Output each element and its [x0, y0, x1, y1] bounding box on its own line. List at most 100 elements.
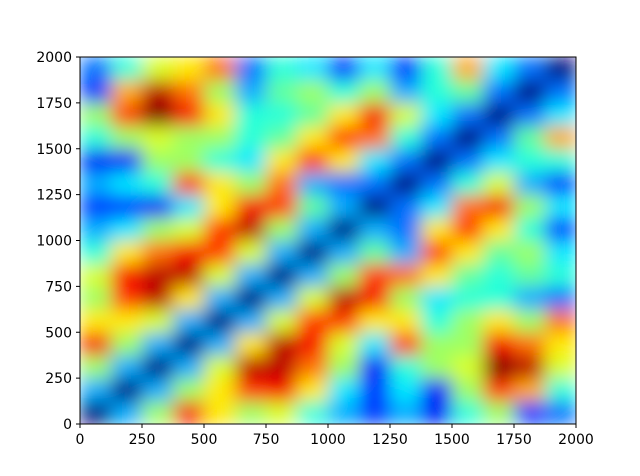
heat-cell [173, 148, 205, 173]
heat-cell [483, 57, 515, 81]
heat-cell [111, 378, 143, 402]
x-tick-label: 1250 [372, 432, 408, 448]
heat-cell [514, 401, 546, 424]
heat-cell [514, 171, 546, 196]
y-tick-label: 250 [45, 371, 72, 387]
heat-cell [235, 309, 267, 333]
heat-cell [235, 148, 267, 173]
heat-cell [359, 217, 391, 241]
heat-cell [514, 194, 546, 219]
heat-cell [328, 240, 360, 264]
heat-cell [452, 125, 484, 150]
heat-cell [266, 401, 298, 424]
heat-cell [297, 355, 329, 379]
heat-cell [173, 171, 205, 196]
heat-cell [173, 309, 205, 333]
heat-cell [328, 401, 360, 424]
heat-cell [204, 194, 236, 219]
heat-cell [80, 171, 112, 196]
heat-cell [359, 286, 391, 310]
heat-cell [390, 355, 422, 379]
heat-cell [266, 148, 298, 173]
heat-cell [204, 125, 236, 150]
heat-cell [111, 102, 143, 127]
heat-cell [173, 125, 205, 150]
heat-cell [421, 240, 453, 264]
heat-cell [266, 102, 298, 127]
x-tick-label: 1750 [496, 432, 532, 448]
heat-cell [111, 194, 143, 219]
heat-cell [204, 263, 236, 287]
heat-cell [390, 125, 422, 150]
heat-cell [452, 148, 484, 173]
heat-cell [204, 355, 236, 379]
heat-cell [266, 332, 298, 356]
heat-cell [421, 332, 453, 356]
heat-cell [142, 286, 174, 310]
x-tick-label: 1000 [310, 432, 346, 448]
heat-cell [173, 263, 205, 287]
heat-cell [452, 332, 484, 356]
heat-cell [235, 401, 267, 424]
heat-cell [545, 332, 576, 356]
heat-cell [545, 217, 576, 241]
heat-cell [297, 171, 329, 196]
y-tick-label: 750 [45, 279, 72, 295]
heat-cell [359, 332, 391, 356]
heat-cell [483, 309, 515, 333]
heat-cell [235, 217, 267, 241]
heat-cell [483, 401, 515, 424]
heat-cell [173, 217, 205, 241]
heat-cell [235, 263, 267, 287]
heat-cell [390, 194, 422, 219]
heat-cell [421, 125, 453, 150]
heat-cell [359, 148, 391, 173]
heat-cell [545, 286, 576, 310]
heat-cell [142, 355, 174, 379]
heat-cell [297, 332, 329, 356]
heat-cell [421, 309, 453, 333]
heat-cell [359, 378, 391, 402]
heat-cell [328, 57, 360, 81]
heat-cell [452, 217, 484, 241]
heat-cell [142, 148, 174, 173]
heat-cell [111, 171, 143, 196]
heat-cell [111, 309, 143, 333]
heat-cell [359, 240, 391, 264]
heat-cell [483, 102, 515, 127]
heat-cell [421, 102, 453, 127]
heat-cell [204, 148, 236, 173]
heat-cell [142, 263, 174, 287]
heat-cell [266, 125, 298, 150]
heat-cell [421, 401, 453, 424]
heat-cell [483, 240, 515, 264]
heat-cell [142, 217, 174, 241]
heat-cell [111, 355, 143, 379]
heat-cell [328, 286, 360, 310]
heat-cell [80, 401, 112, 424]
heat-cell [80, 125, 112, 150]
heat-cell [297, 102, 329, 127]
heat-cell [80, 194, 112, 219]
heat-cell [483, 148, 515, 173]
heat-cell [111, 125, 143, 150]
heat-cell [204, 217, 236, 241]
heat-cell [328, 79, 360, 104]
heat-cell [514, 309, 546, 333]
heat-cell [204, 286, 236, 310]
heat-cell [359, 57, 391, 81]
heat-cell [266, 286, 298, 310]
heat-cell [483, 125, 515, 150]
heat-cell [204, 171, 236, 196]
heat-cell [390, 401, 422, 424]
heat-cell [421, 171, 453, 196]
heat-cell [452, 309, 484, 333]
heat-cell [173, 332, 205, 356]
heat-cell [173, 286, 205, 310]
heat-cell [328, 194, 360, 219]
heat-cell [235, 378, 267, 402]
y-tick-label: 1250 [36, 188, 72, 204]
heat-cell [80, 263, 112, 287]
heat-cell [390, 286, 422, 310]
heat-cell [452, 286, 484, 310]
